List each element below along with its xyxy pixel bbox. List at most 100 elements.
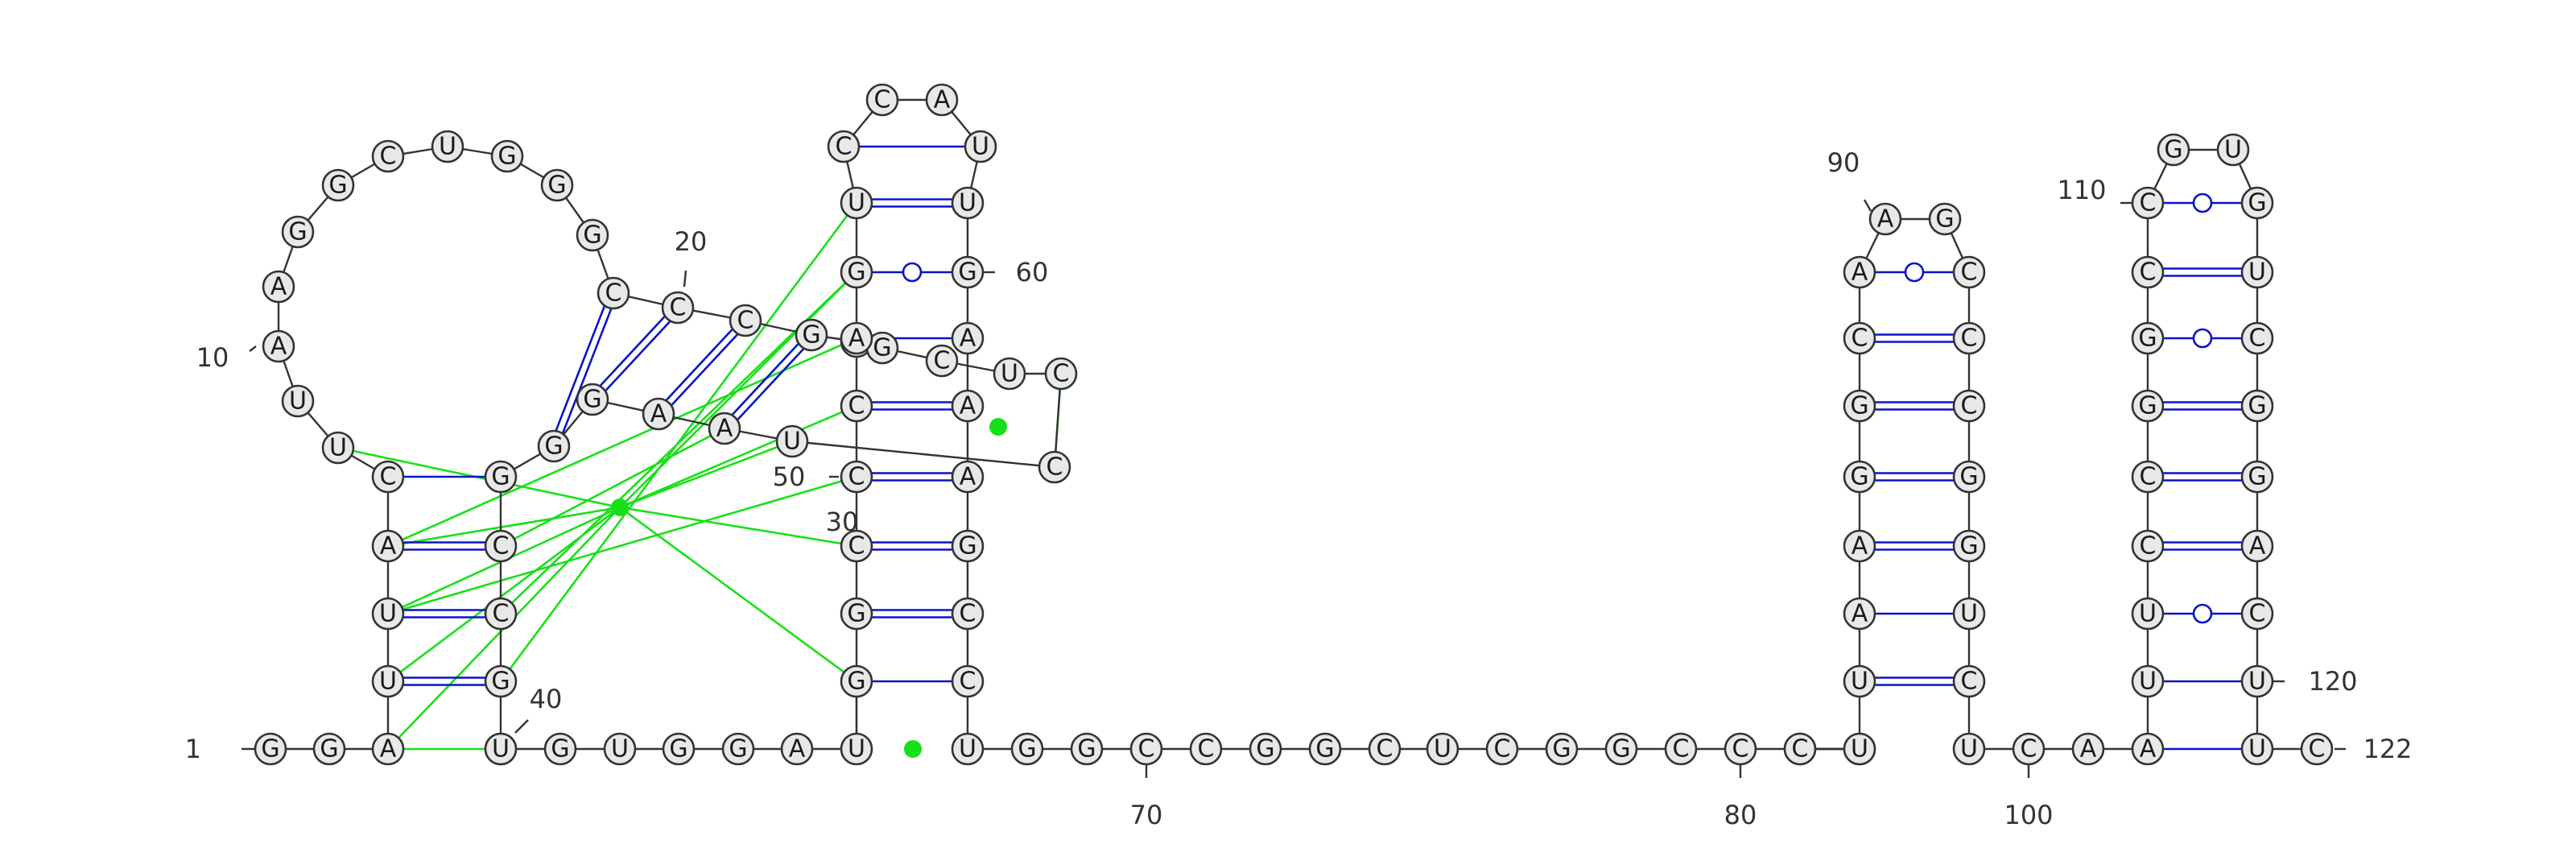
- nucleotide-letter: A: [2140, 735, 2157, 763]
- nucleotide: U: [1426, 732, 1459, 766]
- nucleotide-circle: [795, 318, 828, 352]
- pseudoknot-link: [619, 506, 857, 683]
- nucleotide-circle: [2131, 664, 2165, 698]
- nucleotide: G: [484, 664, 518, 698]
- nucleotide-letter: U: [1960, 600, 1978, 628]
- nucleotide: G: [2131, 389, 2165, 423]
- nucleotide: C: [1129, 732, 1163, 766]
- nucleotide-circle: [951, 732, 985, 766]
- nucleotide-letter: G: [847, 600, 865, 628]
- nucleotide-circle: [729, 304, 762, 337]
- nucleotide-circle: [1485, 732, 1519, 766]
- nucleotide-circle: [865, 83, 899, 117]
- nucleotide: C: [1952, 255, 1986, 289]
- nucleotide-circle: [993, 357, 1026, 391]
- nucleotide-circle: [484, 597, 518, 631]
- nucleotide: A: [840, 321, 873, 355]
- nucleotide-letter: A: [716, 415, 733, 443]
- nucleotide: C: [2131, 460, 2165, 494]
- nucleotide-letter: A: [380, 532, 397, 561]
- nucleotide-letter: A: [789, 735, 806, 763]
- nucleotide-letter: A: [1852, 259, 1868, 287]
- nucleotide-circle: [2131, 460, 2165, 494]
- nucleotide-circle: [1249, 732, 1282, 766]
- nucleotide-letter: U: [1960, 735, 1978, 763]
- nucleotide: U: [371, 664, 405, 698]
- nucleotide-letter: G: [2164, 136, 2182, 164]
- nucleotide: C: [2240, 321, 2274, 355]
- nucleotide-letter: C: [1961, 259, 1978, 287]
- nucleotide-circle: [721, 732, 755, 766]
- nucleotide-circle: [840, 597, 873, 631]
- nucleotide: G: [1843, 389, 1876, 423]
- nucleotide: U: [2131, 664, 2165, 698]
- nucleotide-circle: [775, 424, 809, 458]
- nucleotide: U: [1952, 597, 1986, 631]
- nucleotide-circle: [2240, 664, 2274, 698]
- nucleotide: C: [1038, 450, 1071, 484]
- nucleotide: A: [951, 321, 985, 355]
- nucleotide-circle: [642, 397, 675, 431]
- base-pair-link: [737, 348, 805, 421]
- nucleotide-circle: [840, 186, 873, 220]
- nucleotide-letter: G: [729, 735, 747, 763]
- nucleotide-circle: [951, 664, 985, 698]
- nucleotide-letter: C: [848, 392, 865, 420]
- nucleotide: A: [951, 389, 985, 423]
- nucleotide-letter: G: [491, 463, 510, 491]
- nucleotide-letter: A: [270, 333, 287, 361]
- nucleotide-letter: A: [960, 325, 976, 353]
- nucleotide: C: [925, 344, 959, 378]
- nucleotide-letter: G: [320, 735, 338, 763]
- nucleotide: U: [603, 732, 637, 766]
- nucleotide: U: [951, 186, 985, 220]
- nucleotide-letter: C: [2021, 735, 2037, 763]
- nucleotide: G: [543, 732, 577, 766]
- nucleotide-letter: C: [1961, 392, 1978, 420]
- nucleotide-circle: [2071, 732, 2105, 766]
- nucleotide: A: [262, 270, 295, 304]
- nucleotide: U: [2216, 133, 2250, 167]
- pseudoknot-node: [611, 499, 629, 516]
- nucleotide-letter: C: [1198, 735, 1215, 763]
- nucleotide: G: [484, 460, 518, 494]
- nucleotide-circle: [484, 732, 518, 766]
- base-pair-link: [599, 315, 666, 387]
- nucleotide: C: [840, 529, 873, 563]
- nucleotide-letter: U: [1001, 360, 1018, 388]
- nucleotide: A: [925, 83, 959, 117]
- index-label: 90: [1827, 147, 1860, 178]
- nucleotide-circle: [951, 529, 985, 563]
- pseudoknot-node: [989, 418, 1007, 436]
- nucleotide-letter: C: [2140, 259, 2157, 287]
- nucleotide: C: [865, 83, 899, 117]
- nucleotide: A: [2071, 732, 2105, 766]
- nucleotide: G: [951, 529, 985, 563]
- nucleotide-circle: [2240, 460, 2274, 494]
- nucleotide: G: [540, 168, 574, 202]
- nucleotide-letter: G: [2248, 392, 2266, 420]
- nucleotide-letter: A: [934, 86, 951, 114]
- nucleotide-circle: [484, 529, 518, 563]
- nucleotide: U: [281, 384, 315, 418]
- nucleotide-letter: A: [2249, 532, 2266, 561]
- nucleotide-circle: [840, 664, 873, 698]
- nucleotide-circle: [1843, 597, 1876, 631]
- nucleotide-letter: U: [611, 735, 629, 763]
- nucleotide: A: [1843, 255, 1876, 289]
- nucleotide: A: [1843, 529, 1876, 563]
- nucleotide-letter: U: [2248, 735, 2266, 763]
- nucleotide-letter: A: [960, 392, 976, 420]
- index-label: 120: [2308, 666, 2357, 697]
- nucleotide-circle: [2131, 186, 2165, 220]
- index-label: 1: [185, 734, 201, 764]
- nucleotide-circle: [1843, 529, 1876, 563]
- nucleotide-letter: C: [1673, 735, 1690, 763]
- nucleotide-letter: C: [737, 307, 754, 335]
- nucleotide-letter: C: [2249, 325, 2266, 353]
- nucleotide-letter: G: [583, 386, 601, 414]
- nucleotide-letter: C: [2309, 735, 2326, 763]
- base-pair-link: [671, 333, 739, 407]
- nucleotide-letter: G: [544, 432, 563, 461]
- nucleotide-circle: [484, 460, 518, 494]
